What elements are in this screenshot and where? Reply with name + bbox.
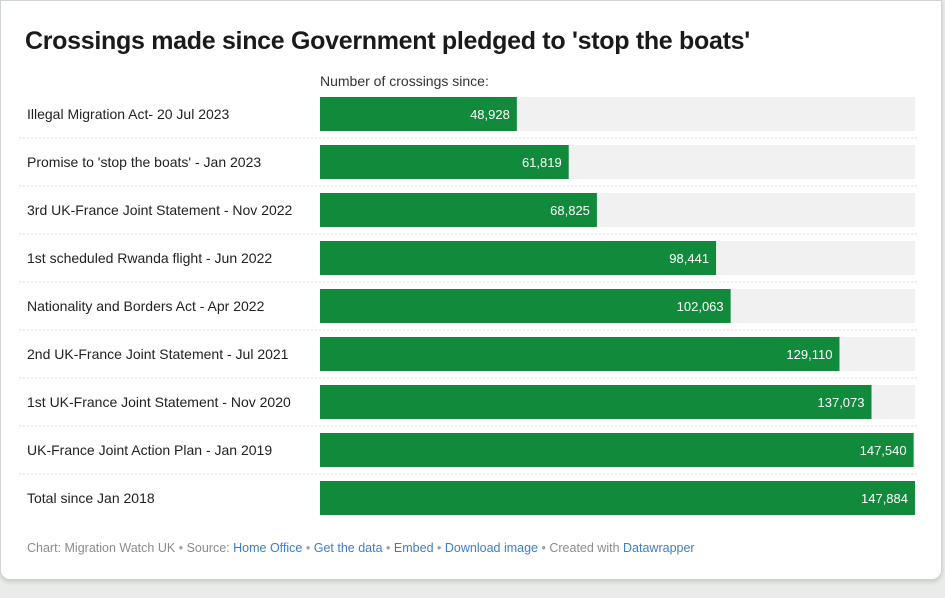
footer-separator: • — [541, 541, 546, 555]
value-label: 48,928 — [470, 107, 510, 122]
category-label: Total since Jan 2018 — [27, 490, 155, 506]
category-label: Promise to 'stop the boats' - Jan 2023 — [27, 154, 261, 170]
value-label: 68,825 — [550, 203, 590, 218]
category-label: UK-France Joint Action Plan - Jan 2019 — [27, 442, 272, 458]
bar — [320, 289, 731, 323]
category-label: Nationality and Borders Act - Apr 2022 — [27, 298, 265, 314]
bar — [320, 145, 569, 179]
value-label: 147,884 — [861, 491, 908, 506]
source-prefix: Source: — [186, 541, 230, 555]
bar — [320, 385, 872, 419]
download-image-link[interactable]: Download image — [444, 541, 538, 555]
value-label: 61,819 — [522, 155, 562, 170]
category-label: 1st scheduled Rwanda flight - Jun 2022 — [27, 250, 272, 266]
value-label: 137,073 — [818, 395, 865, 410]
embed-link[interactable]: Embed — [393, 541, 434, 555]
created-with-prefix: Created with — [549, 541, 620, 555]
value-label: 129,110 — [786, 347, 832, 362]
chart-subtitle: Number of crossings since: — [320, 73, 489, 89]
category-label: 3rd UK-France Joint Statement - Nov 2022 — [27, 202, 293, 218]
category-label: Illegal Migration Act- 20 Jul 2023 — [27, 106, 230, 122]
bar-chart: Illegal Migration Act- 20 Jul 2023 48,928… — [19, 97, 919, 515]
footer-separator: • — [178, 541, 184, 555]
source-link[interactable]: Home Office — [233, 541, 303, 555]
category-label: 1st UK-France Joint Statement - Nov 2020 — [27, 394, 291, 410]
datawrapper-link[interactable]: Datawrapper — [623, 541, 695, 555]
value-label: 147,540 — [860, 443, 907, 458]
bar — [320, 241, 717, 275]
chart-card: Crossings made since Government pledged … — [0, 0, 942, 580]
bar — [320, 337, 840, 371]
bar — [320, 433, 914, 467]
value-label: 98,441 — [669, 251, 709, 266]
chart-credit: Chart: Migration Watch UK — [27, 541, 176, 555]
bar — [320, 193, 597, 227]
footer-separator: • — [386, 541, 391, 555]
footer-separator: • — [305, 541, 311, 555]
chart-footer: Chart: Migration Watch UK • Source: Home… — [27, 541, 695, 555]
category-label: 2nd UK-France Joint Statement - Jul 2021 — [27, 346, 289, 362]
bar — [320, 97, 517, 131]
footer-separator: • — [437, 541, 442, 555]
chart-title: Crossings made since Government pledged … — [25, 27, 750, 55]
value-label: 102,063 — [677, 299, 724, 314]
bar — [320, 481, 915, 515]
get-data-link[interactable]: Get the data — [313, 541, 383, 555]
